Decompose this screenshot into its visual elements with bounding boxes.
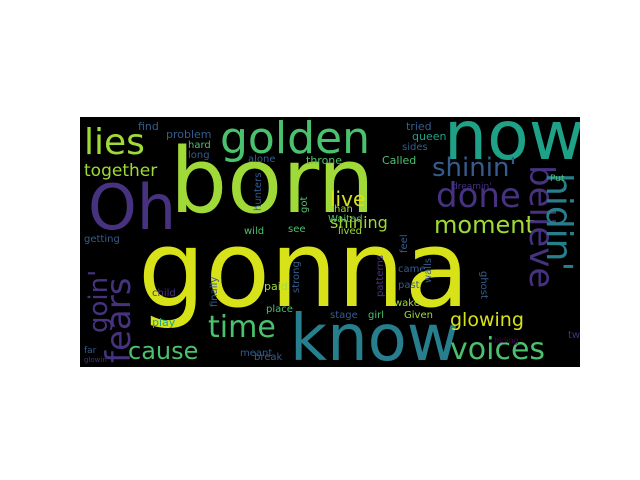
word-glowin: glowin' [84, 356, 109, 364]
word-girl: girl [368, 310, 385, 321]
word-hah: hah [334, 204, 353, 215]
word-gonna: gonna [138, 208, 470, 331]
word-problem: problem [166, 128, 212, 141]
word-hiding: hiding [494, 336, 519, 345]
word-came: came [398, 264, 426, 275]
word-ghost: ghost [478, 271, 489, 299]
word-oh: Oh [88, 171, 177, 244]
word-throne: throne [306, 154, 343, 167]
word-dreamin: dreamin' [452, 182, 492, 192]
word-now: now [444, 117, 580, 176]
word-put: Put [550, 174, 565, 184]
word-called: Called [382, 154, 417, 167]
word-cause: cause [128, 337, 199, 365]
word-paid: paid [264, 280, 288, 293]
word-past: past [398, 280, 420, 291]
word-born: born [170, 129, 375, 234]
word-hard: hard [188, 140, 211, 151]
word-play: play [152, 316, 176, 329]
word-lies: lies [84, 122, 145, 163]
word-sides: sides [402, 142, 428, 153]
word-alone: alone [248, 154, 276, 165]
word-lived: lived [338, 226, 362, 237]
word-shining: shining [330, 213, 388, 232]
word-child: child [152, 288, 176, 299]
word-break: break [254, 352, 283, 363]
word-getting: getting [84, 234, 120, 245]
word-tried: tried [406, 120, 432, 133]
word-golden: golden [220, 117, 370, 164]
word-finally: finally [209, 276, 220, 307]
word-place: place [266, 304, 293, 315]
word-feel: feel [399, 234, 410, 253]
word-voices: voices [450, 332, 546, 367]
word-goin: goin' [84, 269, 114, 333]
word-meant: meant [240, 348, 273, 359]
word-walls: walls [423, 257, 434, 283]
word-wild: wild [244, 226, 265, 237]
word-stage: stage [330, 310, 358, 321]
word-strong: strong [291, 261, 302, 293]
word-wake: wake [394, 298, 420, 309]
word-find: find [138, 120, 159, 133]
word-two: two [568, 330, 580, 341]
word-hunters: hunters [253, 172, 264, 211]
word-given: Given [404, 310, 433, 321]
word-patterns: patterns [375, 255, 386, 297]
word-together: together [84, 161, 158, 181]
word-shinin: shinin' [432, 153, 517, 183]
word-long: long [188, 150, 210, 161]
word-got: got [299, 196, 310, 213]
word-queen: queen [412, 130, 447, 143]
word-live: live [330, 187, 366, 211]
word-know: know [290, 302, 460, 367]
word-hidin: hidin' [538, 173, 579, 272]
word-moment: moment [434, 211, 535, 239]
word-glowing: glowing [450, 309, 524, 331]
word-waited: Waited [328, 214, 363, 225]
word-cloud: gonna born now know Oh golden lies toget… [80, 117, 580, 367]
word-far: far [84, 346, 97, 356]
word-done: done [436, 176, 521, 216]
word-see: see [288, 224, 306, 235]
word-time: time [208, 310, 276, 345]
